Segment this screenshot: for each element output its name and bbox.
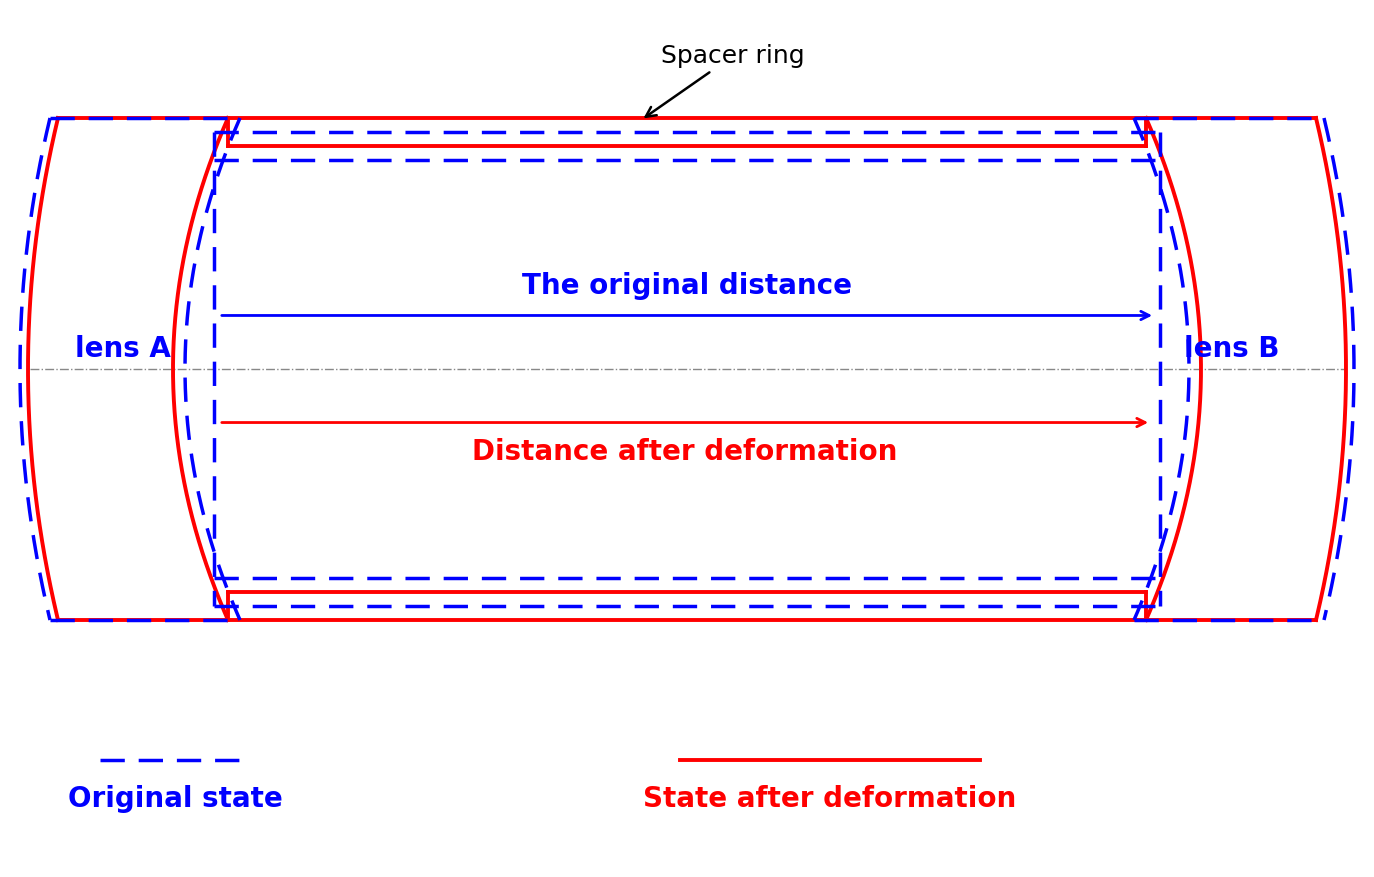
Text: State after deformation: State after deformation <box>643 785 1017 813</box>
Text: Distance after deformation: Distance after deformation <box>473 438 897 466</box>
Text: Spacer ring: Spacer ring <box>646 44 805 117</box>
Text: Original state: Original state <box>67 785 283 813</box>
Text: lens A: lens A <box>76 335 170 363</box>
Text: lens B: lens B <box>1183 335 1279 363</box>
Text: The original distance: The original distance <box>522 273 852 301</box>
